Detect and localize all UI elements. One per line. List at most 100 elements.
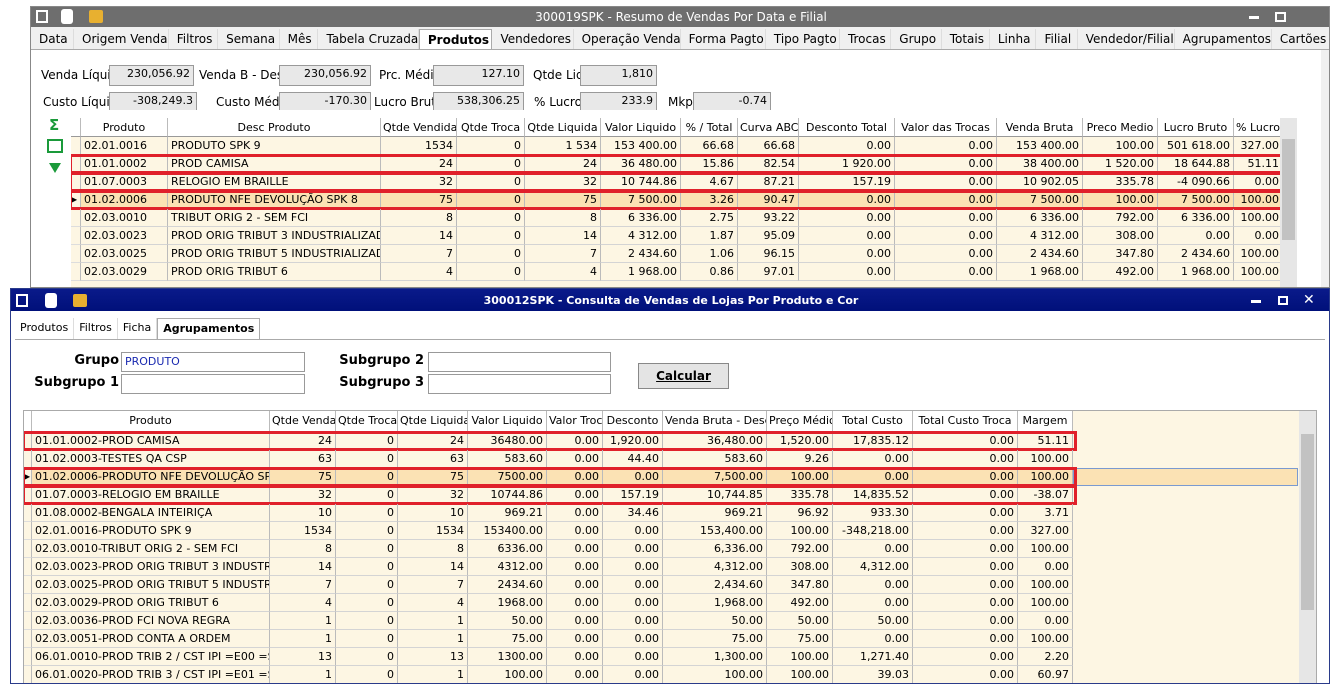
tab[interactable]: Vendedores xyxy=(492,29,574,49)
maximize[interactable] xyxy=(1275,12,1286,22)
column-header[interactable]: Desconto xyxy=(603,411,663,432)
tools-icon[interactable] xyxy=(73,294,87,307)
tab[interactable]: Tipo Pagto xyxy=(766,29,840,49)
summary-label: Mkp xyxy=(668,95,693,109)
column-header[interactable]: Venda Bruta - Desc. xyxy=(663,411,767,432)
row-indicator xyxy=(71,137,81,155)
tab[interactable]: Operação Venda xyxy=(574,29,681,49)
tab[interactable]: Vendedor/Filial xyxy=(1078,29,1175,49)
tab[interactable]: Filtros xyxy=(74,318,118,340)
cell: 1,968.00 xyxy=(663,594,767,612)
subgrupo1-combo[interactable] xyxy=(121,374,305,394)
column-header[interactable]: Valor das Trocas xyxy=(895,118,997,137)
cell: 10 xyxy=(270,504,336,522)
sum-icon[interactable]: Σ xyxy=(49,119,60,131)
column-header[interactable]: Desconto Total xyxy=(799,118,895,137)
tab[interactable]: Totais xyxy=(942,29,990,49)
column-header[interactable]: Curva ABC xyxy=(738,118,799,137)
export-icon[interactable] xyxy=(47,139,63,153)
cell: 2 434.60 xyxy=(1158,245,1234,263)
cell: 792.00 xyxy=(1083,209,1158,227)
tab[interactable]: Data xyxy=(31,29,75,49)
column-header[interactable]: Produto xyxy=(32,411,270,432)
tab[interactable]: Agrupamentos xyxy=(1175,29,1272,49)
close[interactable]: ✕ xyxy=(1303,292,1315,308)
cell: 7 xyxy=(381,245,457,263)
traffic-icon[interactable] xyxy=(45,293,57,308)
cell: 14 xyxy=(270,558,336,576)
tab[interactable]: Ficha xyxy=(118,318,158,340)
column-header[interactable]: Total Custo xyxy=(833,411,913,432)
minimize[interactable] xyxy=(1251,300,1261,303)
menu-icon[interactable] xyxy=(16,294,28,307)
column-header[interactable]: Qtde Vendida xyxy=(381,118,457,137)
column-header[interactable]: Qtde Venda xyxy=(270,411,336,432)
tab[interactable]: Filtros xyxy=(169,29,219,49)
tab[interactable]: Cartões xyxy=(1272,29,1329,49)
column-header[interactable]: Margem xyxy=(1018,411,1073,432)
row-indicator xyxy=(24,594,32,612)
cell: 0.00 xyxy=(833,630,913,648)
tab[interactable]: Grupo xyxy=(891,29,942,49)
cell: 1 534 xyxy=(525,137,601,155)
cell: 0.00 xyxy=(913,450,1018,468)
cell: 0.00 xyxy=(547,558,603,576)
column-header[interactable]: Qtde Troca xyxy=(336,411,398,432)
tab[interactable]: Forma Pagto xyxy=(681,29,766,49)
maximize[interactable] xyxy=(1278,296,1288,305)
cell: 0.00 xyxy=(913,540,1018,558)
cell: 4 xyxy=(270,594,336,612)
cell: 14 xyxy=(381,227,457,245)
tab[interactable]: Mês xyxy=(280,29,319,49)
scroll-thumb[interactable] xyxy=(1301,434,1314,611)
column-header[interactable]: Venda Bruta xyxy=(997,118,1083,137)
highlight-box xyxy=(71,172,1285,192)
cell: 1534 xyxy=(381,137,457,155)
cell: 0.00 xyxy=(547,576,603,594)
traffic-icon[interactable] xyxy=(61,9,73,24)
column-header[interactable]: % Lucro xyxy=(1234,118,1283,137)
filter-icon[interactable] xyxy=(49,163,61,173)
column-header[interactable]: Valor Liquido xyxy=(468,411,547,432)
column-header[interactable]: Valor Liquido xyxy=(601,118,681,137)
tab[interactable]: Filial xyxy=(1036,29,1078,49)
subgrupo2-combo[interactable] xyxy=(428,352,611,372)
grupo-combo[interactable]: PRODUTO xyxy=(121,352,305,372)
summary-value: -170.30 xyxy=(279,92,371,110)
cell: 0.00 xyxy=(603,594,663,612)
cell: 1 xyxy=(270,630,336,648)
cell: 0.00 xyxy=(799,137,895,155)
cell: 0.00 xyxy=(603,576,663,594)
tab[interactable]: Produtos xyxy=(15,318,75,340)
cell: 2434.60 xyxy=(468,576,547,594)
menu-icon[interactable] xyxy=(36,10,48,23)
column-header[interactable]: Total Custo Troca xyxy=(913,411,1018,432)
tab[interactable]: Agrupamentos xyxy=(157,318,261,340)
tab[interactable]: Tabela Cruzada xyxy=(318,29,419,49)
column-header[interactable]: Produto xyxy=(81,118,168,137)
scroll-thumb[interactable] xyxy=(1282,139,1295,240)
subgrupo3-combo[interactable] xyxy=(428,374,611,394)
column-header[interactable]: Desc Produto xyxy=(168,118,381,137)
column-header[interactable]: Valor Troca xyxy=(547,411,603,432)
tab[interactable]: Linha xyxy=(990,29,1037,49)
tab[interactable]: Semana xyxy=(218,29,280,49)
cell: 0.00 xyxy=(799,227,895,245)
column-header[interactable]: Preco Medio xyxy=(1083,118,1158,137)
column-header[interactable]: Lucro Bruto xyxy=(1158,118,1234,137)
cell: 153 400.00 xyxy=(601,137,681,155)
column-header[interactable]: Preço Médio xyxy=(767,411,833,432)
column-header[interactable]: Qtde Troca xyxy=(457,118,525,137)
tab[interactable]: Origem Venda xyxy=(74,29,169,49)
calcular-button[interactable]: Calcular xyxy=(638,363,729,389)
column-header[interactable]: % / Total xyxy=(681,118,738,137)
minimize[interactable] xyxy=(1249,16,1259,19)
cell: 02.03.0023 xyxy=(81,227,168,245)
cell: 792.00 xyxy=(767,540,833,558)
tab[interactable]: Produtos xyxy=(418,29,493,49)
cell: 01.02.0003-TESTES QA CSP xyxy=(32,450,270,468)
column-header[interactable]: Qtde Liquida xyxy=(525,118,601,137)
tab[interactable]: Trocas xyxy=(840,29,892,49)
column-header[interactable]: Qtde Liquida xyxy=(398,411,468,432)
tools-icon[interactable] xyxy=(89,10,103,23)
